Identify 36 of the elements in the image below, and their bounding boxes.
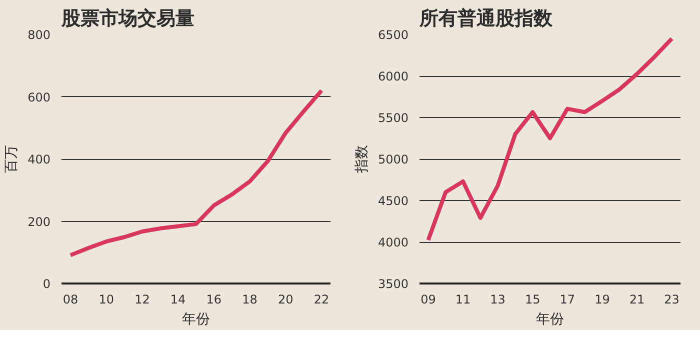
x-tick-label: 15 [524,292,540,306]
x-tick-label: 21 [629,292,645,306]
y-tick-label: 5500 [378,111,409,125]
y-tick-label: 600 [28,90,50,104]
x-tick-label: 16 [206,292,222,306]
y-tick-label: 800 [28,28,50,42]
x-tick-label: 17 [560,292,576,306]
x-tick-label: 12 [134,292,150,306]
y-tick-label: 200 [28,214,50,229]
y-tick-label: 3500 [378,277,409,291]
x-tick-label: 23 [664,292,680,306]
x-tick-label: 13 [490,292,506,306]
y-tick-label: 4000 [378,236,409,250]
y-axis-title: 指数 [354,145,370,174]
x-tick-label: 18 [242,292,258,306]
x-axis-title: 年份 [182,312,210,328]
x-tick-label: 08 [62,292,78,306]
line-series [68,88,324,258]
chart-title: 股票市场交易量 [60,8,194,30]
x-tick-label: 09 [420,292,436,306]
y-tick-label: 400 [28,152,50,166]
y-tick-label: 0 [42,277,51,291]
y-tick-label: 6500 [378,28,409,42]
y-tick-label: 4500 [378,194,409,208]
y-tick-label: 6000 [378,70,409,84]
x-tick-label: 20 [278,292,294,306]
x-tick-label: 22 [314,292,330,306]
y-axis-title: 百万 [4,145,20,173]
x-tick-label: 19 [594,292,610,306]
x-tick-label: 11 [455,292,471,306]
x-axis-title: 年份 [536,312,564,328]
line-series [426,36,674,242]
x-tick-label: 10 [98,292,114,306]
chart-title: 所有普通股指数 [418,8,554,30]
x-tick-label: 14 [170,292,186,306]
y-tick-label: 5000 [378,152,409,166]
